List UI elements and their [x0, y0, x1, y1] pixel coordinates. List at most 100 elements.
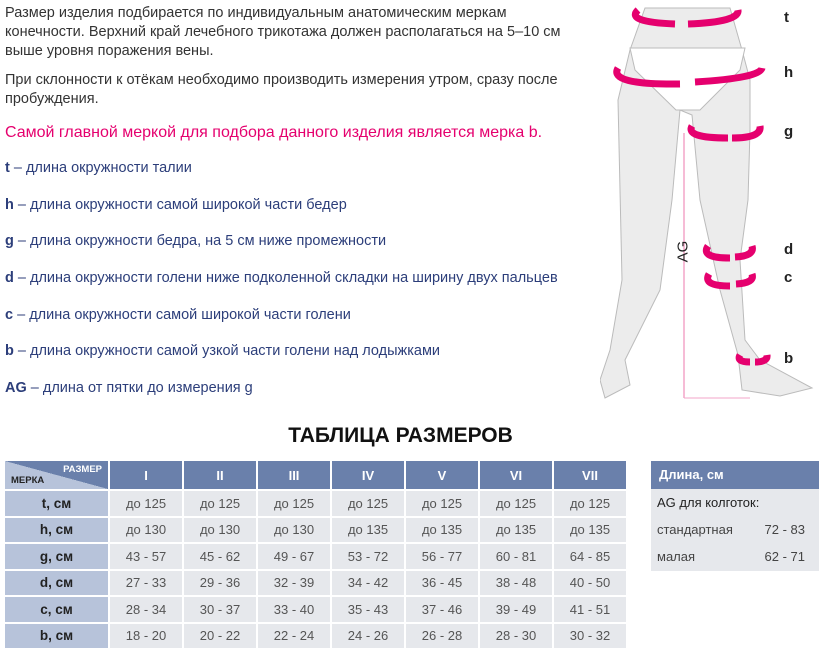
size-header: IV [332, 461, 404, 489]
table-cell: 24 - 26 [332, 623, 404, 648]
size-header: V [406, 461, 478, 489]
table-cell: 26 - 28 [406, 623, 478, 648]
table-cell: 28 - 34 [110, 597, 182, 622]
label-d: d [784, 241, 794, 258]
table-cell: 34 - 42 [332, 570, 404, 595]
definition-text: – длина от пятки до измерения g [26, 380, 253, 397]
definition-text: – длина окружности самой широкой части б… [13, 196, 347, 213]
table-cell: 35 - 43 [332, 597, 404, 622]
length-row: малая 62 - 71 [651, 543, 819, 570]
definition-text: – длина окружности самой узкой части гол… [13, 343, 441, 360]
intro-text: Размер изделия подбирается по индивидуал… [5, 4, 575, 119]
definition-key: d [5, 270, 14, 287]
table-row: t, см до 125 до 125 до 125 до 125 до 125 до 12… [5, 491, 626, 516]
label-ag: AG [674, 240, 692, 263]
table-cell: до 130 [184, 517, 256, 542]
table-cell: 39 - 49 [480, 597, 552, 622]
definition-item: g – длина окружности бедра, на 5 см ниже… [5, 233, 558, 270]
table-cell: до 125 [554, 491, 626, 516]
table-cell: до 125 [258, 491, 330, 516]
size-header: III [258, 461, 330, 489]
table-cell: 22 - 24 [258, 623, 330, 648]
leg-diagram [600, 7, 814, 399]
table-cell: 30 - 37 [184, 597, 256, 622]
definition-key: g [5, 233, 14, 250]
definitions-list: t – длина окружности талии h – длина окру… [5, 160, 558, 417]
definition-text: – длина окружности голени ниже подколенн… [13, 270, 558, 287]
definition-item: h – длина окружности самой широкой части… [5, 197, 558, 234]
corner-size-label: РАЗМЕР [63, 464, 102, 475]
label-t: t [784, 9, 789, 26]
table-cell: 45 - 62 [184, 544, 256, 569]
intro-paragraph: При склонности к отёкам необходимо произ… [5, 72, 558, 107]
measure-arrows [613, 7, 771, 366]
table-cell: 37 - 46 [406, 597, 478, 622]
length-label: стандартная [657, 522, 733, 537]
definition-item: AG – длина от пятки до измерения g [5, 380, 558, 417]
table-cell: до 130 [258, 517, 330, 542]
table-cell: до 125 [406, 491, 478, 516]
row-label: b, см [5, 623, 108, 648]
size-header: VII [554, 461, 626, 489]
table-cell: 56 - 77 [406, 544, 478, 569]
table-row: c, см 28 - 34 30 - 37 33 - 40 35 - 43 37 - 46… [5, 597, 626, 622]
table-cell: 32 - 39 [258, 570, 330, 595]
label-b: b [784, 350, 794, 367]
table-cell: 18 - 20 [110, 623, 182, 648]
table-cell: 29 - 36 [184, 570, 256, 595]
row-label: t, см [5, 491, 108, 516]
definition-text: – длина окружности талии [9, 160, 192, 176]
table-cell: до 125 [332, 491, 404, 516]
intro-paragraph: Размер изделия подбирается по индивидуал… [5, 5, 561, 59]
table-row: g, см 43 - 57 45 - 62 49 - 67 53 - 72 56 - 77… [5, 544, 626, 569]
table-cell: до 135 [480, 517, 552, 542]
row-label: h, см [5, 517, 108, 542]
table-row: b, см 18 - 20 20 - 22 22 - 24 24 - 26 26 - 28… [5, 623, 626, 648]
table-title: ТАБЛИЦА РАЗМЕРОВ [288, 424, 513, 447]
table-cell: 33 - 40 [258, 597, 330, 622]
definition-item: t – длина окружности талии [5, 160, 558, 197]
length-subheader: AG для колготок: [657, 495, 760, 510]
length-table: Длина, см AG для колготок: стандартная 72… [651, 461, 819, 571]
size-table: РАЗМЕР МЕРКА I II III IV V VI VII t, см до 125 до … [3, 459, 628, 650]
table-cell: 49 - 67 [258, 544, 330, 569]
table-cell: 53 - 72 [332, 544, 404, 569]
corner-measure-label: МЕРКА [11, 475, 45, 486]
length-row: стандартная 72 - 83 [651, 516, 819, 543]
size-header: II [184, 461, 256, 489]
size-header: I [110, 461, 182, 489]
definition-item: d – длина окружности голени ниже подколе… [5, 270, 558, 307]
length-header: Длина, см [651, 461, 819, 489]
table-cell: до 125 [184, 491, 256, 516]
definition-key: h [5, 196, 14, 213]
main-note: Самой главной меркой для подбора данного… [5, 124, 543, 141]
table-cell: 64 - 85 [554, 544, 626, 569]
definition-item: b – длина окружности самой узкой части г… [5, 343, 558, 380]
table-cell: 27 - 33 [110, 570, 182, 595]
table-cell: 30 - 32 [554, 623, 626, 648]
definition-key: b [5, 343, 14, 360]
table-cell: до 135 [406, 517, 478, 542]
definition-key: c [5, 306, 14, 323]
table-cell: 38 - 48 [480, 570, 552, 595]
corner-cell: РАЗМЕР МЕРКА [5, 461, 108, 489]
definition-text: – длина окружности самой широкой части г… [13, 306, 351, 323]
label-g: g [784, 123, 794, 140]
label-c: c [784, 269, 793, 286]
table-cell: 28 - 30 [480, 623, 552, 648]
length-label: малая [657, 549, 696, 564]
table-cell: 36 - 45 [406, 570, 478, 595]
row-label: c, см [5, 597, 108, 622]
table-cell: до 135 [332, 517, 404, 542]
table-cell: до 125 [110, 491, 182, 516]
table-cell: 20 - 22 [184, 623, 256, 648]
table-cell: 60 - 81 [480, 544, 552, 569]
table-row: d, см 27 - 33 29 - 36 32 - 39 34 - 42 36 - 45… [5, 570, 626, 595]
row-label: g, см [5, 544, 108, 569]
table-cell: 43 - 57 [110, 544, 182, 569]
size-header: VI [480, 461, 552, 489]
table-cell: до 130 [110, 517, 182, 542]
definition-key: AG [5, 380, 27, 397]
definition-text: – длина окружности бедра, на 5 см ниже п… [13, 233, 387, 250]
row-label: d, см [5, 570, 108, 595]
